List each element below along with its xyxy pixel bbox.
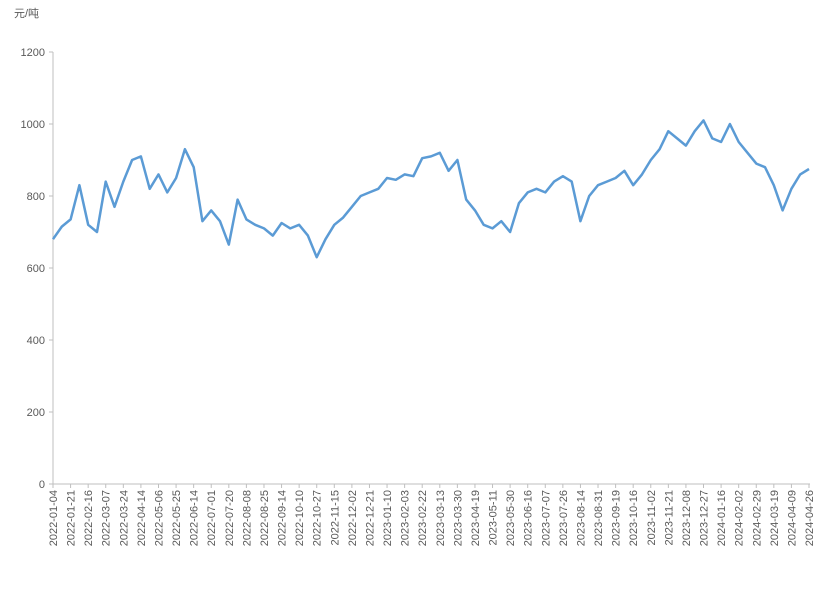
x-tick-label: 2023-01-10 (382, 490, 394, 546)
x-tick-label: 2023-02-03 (400, 490, 412, 546)
x-tick-label: 2023-10-16 (628, 490, 640, 546)
x-tick-label: 2024-02-02 (734, 490, 746, 546)
x-tick-label: 2023-08-31 (593, 490, 605, 546)
x-tick-label: 2022-08-08 (241, 490, 253, 546)
x-tick-label: 2024-02-29 (751, 490, 763, 546)
x-tick-label: 2024-01-16 (716, 490, 728, 546)
x-tick-label: 2022-01-04 (48, 490, 60, 546)
x-tick-label: 2024-03-19 (769, 490, 781, 546)
x-tick-label: 2023-05-30 (505, 490, 517, 546)
x-tick-label: 2023-02-22 (417, 490, 429, 546)
x-tick-label: 2023-08-14 (575, 490, 587, 546)
x-tick-label: 2022-10-10 (294, 490, 306, 546)
x-tick-label: 2023-07-26 (558, 490, 570, 546)
y-tick-label: 800 (27, 191, 45, 203)
x-tick-label: 2023-05-11 (488, 490, 500, 545)
x-tick-label: 2022-03-07 (101, 490, 113, 546)
x-tick-label: 2022-12-02 (347, 490, 359, 546)
y-tick-label: 200 (27, 407, 45, 419)
y-tick-label: 0 (39, 479, 45, 491)
x-tick-label: 2022-01-21 (66, 490, 78, 546)
x-tick-label: 2023-12-08 (681, 490, 693, 546)
x-tick-label: 2022-05-06 (153, 490, 165, 546)
y-tick-label: 400 (27, 335, 45, 347)
x-tick-label: 2022-12-21 (364, 490, 376, 546)
x-tick-label: 2023-12-27 (699, 490, 711, 546)
x-tick-label: 2022-07-20 (224, 490, 236, 546)
x-tick-label: 2022-03-24 (118, 490, 130, 546)
y-axis-unit: 元/吨 (14, 7, 39, 20)
x-tick-label: 2022-07-01 (206, 490, 218, 546)
x-tick-label: 2022-10-27 (312, 490, 324, 546)
x-tick-label: 2022-05-25 (171, 490, 183, 546)
x-tick-label: 2022-06-14 (189, 490, 201, 546)
x-tick-label: 2022-02-16 (83, 490, 95, 546)
y-tick-label: 1200 (21, 47, 45, 59)
x-tick-label: 2023-07-07 (540, 490, 552, 546)
x-tick-label: 2024-04-09 (786, 490, 798, 546)
x-tick-label: 2023-11-21 (663, 490, 675, 545)
x-tick-label: 2022-08-25 (259, 490, 271, 546)
x-tick-label: 2024-04-26 (804, 490, 814, 546)
x-tick-label: 2022-11-15 (329, 490, 341, 545)
x-tick-label: 2023-06-16 (523, 490, 535, 546)
x-tick-label: 2023-09-19 (611, 490, 623, 546)
x-tick-label: 2023-03-30 (452, 490, 464, 546)
y-tick-label: 600 (27, 263, 45, 275)
x-tick-label: 2023-11-02 (646, 490, 658, 545)
x-tick-label: 2022-04-14 (136, 490, 148, 546)
x-tick-label: 2023-04-19 (470, 490, 482, 546)
y-tick-label: 1000 (21, 119, 45, 131)
x-tick-label: 2023-03-13 (435, 490, 447, 546)
x-tick-label: 2022-09-14 (277, 490, 289, 546)
data-line (51, 119, 810, 259)
